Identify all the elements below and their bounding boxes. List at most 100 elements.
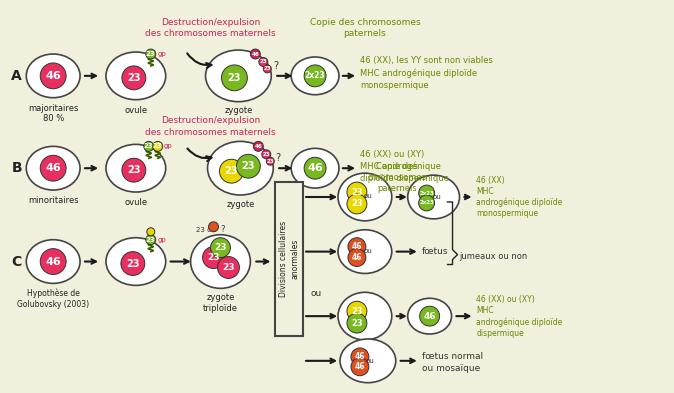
Ellipse shape — [26, 54, 80, 98]
Circle shape — [351, 348, 369, 366]
Text: Hypothèse de
Golubovsky (2003): Hypothèse de Golubovsky (2003) — [17, 288, 89, 309]
Text: 2x23: 2x23 — [305, 72, 326, 80]
Circle shape — [419, 185, 435, 201]
Circle shape — [122, 158, 146, 182]
Text: Copie des chromosomes
paternels: Copie des chromosomes paternels — [309, 18, 420, 38]
Text: Destruction/expulsion
des chromosomes maternels: Destruction/expulsion des chromosomes ma… — [145, 116, 276, 136]
Circle shape — [347, 194, 367, 214]
Circle shape — [218, 257, 239, 278]
Text: ?: ? — [273, 61, 278, 71]
Circle shape — [122, 66, 146, 90]
Text: ou: ou — [432, 194, 441, 200]
Circle shape — [148, 237, 154, 243]
Circle shape — [147, 228, 155, 236]
Ellipse shape — [191, 235, 250, 288]
Text: 23: 23 — [241, 161, 255, 171]
Circle shape — [250, 49, 260, 59]
Text: 23: 23 — [259, 59, 267, 64]
Circle shape — [208, 222, 218, 232]
Text: 23: 23 — [146, 237, 156, 243]
Ellipse shape — [26, 146, 80, 190]
Circle shape — [264, 65, 271, 73]
Text: minoritaires: minoritaires — [28, 196, 78, 205]
Text: 46: 46 — [45, 71, 61, 81]
Circle shape — [210, 238, 231, 257]
Text: 46: 46 — [355, 362, 365, 371]
Circle shape — [419, 195, 435, 211]
Text: 46: 46 — [255, 144, 262, 149]
Circle shape — [144, 141, 154, 151]
Text: 23: 23 — [146, 51, 156, 57]
Circle shape — [146, 143, 152, 150]
Circle shape — [348, 238, 366, 255]
Circle shape — [347, 301, 367, 321]
Circle shape — [351, 358, 369, 376]
Text: 46: 46 — [352, 253, 362, 262]
Circle shape — [237, 154, 260, 178]
Text: B: B — [11, 161, 22, 175]
Text: Destruction/expulsion
des chromosomes maternels: Destruction/expulsion des chromosomes ma… — [145, 18, 276, 38]
Text: ou: ou — [311, 289, 321, 298]
Text: ?: ? — [220, 225, 225, 234]
Circle shape — [347, 182, 367, 202]
Ellipse shape — [106, 52, 166, 100]
Circle shape — [121, 252, 145, 275]
Text: ?: ? — [275, 153, 280, 163]
Circle shape — [40, 63, 66, 89]
Ellipse shape — [338, 173, 392, 221]
Circle shape — [259, 57, 268, 66]
Circle shape — [420, 306, 439, 326]
Text: 2x23: 2x23 — [419, 191, 434, 196]
Circle shape — [148, 51, 154, 57]
Circle shape — [266, 157, 274, 165]
Text: 23: 23 — [208, 253, 220, 262]
Ellipse shape — [291, 57, 339, 95]
Text: 46 (XX), les YY sont non viables
MHC androgénique diploïde
monospermique: 46 (XX), les YY sont non viables MHC and… — [360, 56, 493, 90]
Ellipse shape — [338, 230, 392, 274]
Text: Divisions cellulaires
anormales: Divisions cellulaires anormales — [279, 221, 299, 297]
Text: 46: 46 — [45, 163, 61, 173]
Ellipse shape — [206, 50, 271, 102]
Text: ou: ou — [365, 358, 374, 364]
Text: Copie des
chromosomes
paternels: Copie des chromosomes paternels — [367, 162, 426, 193]
Circle shape — [348, 249, 366, 266]
Text: zygote: zygote — [224, 106, 253, 115]
Ellipse shape — [340, 339, 396, 383]
Text: zygote
triploïde: zygote triploïde — [203, 293, 238, 313]
Circle shape — [146, 235, 156, 245]
Circle shape — [153, 141, 162, 151]
Circle shape — [304, 65, 326, 87]
Ellipse shape — [208, 141, 273, 195]
Text: 23: 23 — [228, 73, 241, 83]
Circle shape — [40, 249, 66, 274]
Text: C: C — [11, 255, 22, 268]
Ellipse shape — [26, 240, 80, 283]
Text: zygote: zygote — [226, 200, 255, 209]
Text: 46: 46 — [355, 353, 365, 361]
Text: gp: gp — [158, 237, 166, 243]
Text: 23: 23 — [126, 259, 140, 268]
Text: 46: 46 — [423, 312, 436, 321]
Text: 46: 46 — [251, 51, 259, 57]
Text: ovule: ovule — [124, 106, 148, 115]
Circle shape — [222, 65, 247, 91]
Text: 23: 23 — [127, 73, 141, 83]
Text: 46: 46 — [45, 257, 61, 266]
Circle shape — [220, 159, 243, 183]
Text: 23: 23 — [262, 152, 270, 157]
Ellipse shape — [338, 292, 392, 340]
Ellipse shape — [106, 144, 166, 192]
Text: A: A — [11, 69, 22, 83]
Text: ou: ou — [363, 248, 372, 253]
Circle shape — [253, 141, 264, 151]
Text: 23: 23 — [351, 187, 363, 196]
Text: 46 (XX) ou (XY)
MHC androgénique
diploïde dispermique: 46 (XX) ou (XY) MHC androgénique diploïd… — [360, 150, 449, 183]
Text: fœtus: fœtus — [422, 247, 448, 256]
Text: 23: 23 — [224, 166, 238, 176]
Text: 46: 46 — [307, 163, 323, 173]
Text: ovule: ovule — [124, 198, 148, 207]
Text: 23: 23 — [127, 165, 141, 175]
Text: 23: 23 — [222, 263, 235, 272]
Text: gp: gp — [158, 51, 166, 57]
Ellipse shape — [291, 148, 339, 188]
